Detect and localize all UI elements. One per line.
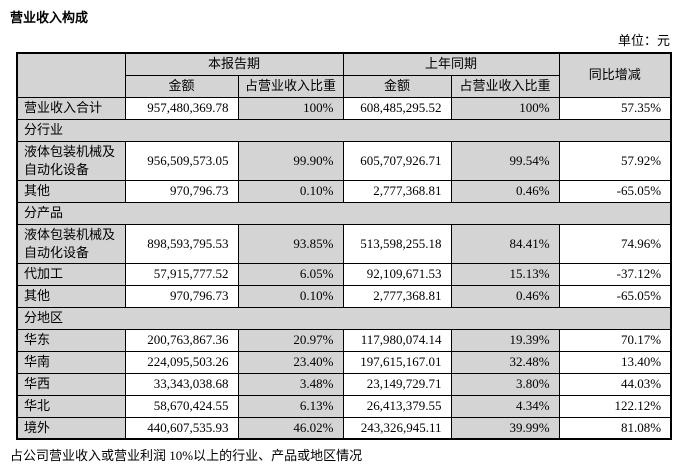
current-proportion: 46.02%	[237, 416, 344, 440]
prior-proportion: 32.48%	[450, 350, 560, 374]
section-label: 分产品	[16, 201, 672, 225]
row-label: 代加工	[16, 262, 126, 286]
yoy-change: 13.40%	[558, 350, 672, 374]
row-label: 液体包装机械及自动化设备	[16, 223, 126, 264]
section-label: 分行业	[16, 118, 672, 142]
prior-amount: 2,777,368.81	[342, 179, 452, 203]
row-label: 液体包装机械及自动化设备	[16, 140, 126, 181]
current-amount: 224,095,503.26	[124, 350, 239, 374]
corner-cell	[16, 52, 126, 98]
current-proportion: 93.85%	[237, 223, 344, 264]
unit-label: 单位：元	[617, 33, 670, 48]
prior-amount: 117,980,074.14	[342, 328, 452, 352]
prior-amount: 608,485,295.52	[342, 96, 452, 120]
table-row: 华南 224,095,503.26 23.40% 197,615,167.01 32.4…	[16, 350, 672, 374]
current-amount: 57,915,777.52	[124, 262, 239, 286]
table-row: 代加工 57,915,777.52 6.05% 92,109,671.53 15.13%…	[16, 262, 672, 286]
yoy-change: 81.08%	[558, 416, 672, 440]
header-proportion-prior: 占营业收入比重	[450, 74, 560, 98]
yoy-change: 122.12%	[558, 394, 672, 418]
current-amount: 970,796.73	[124, 284, 239, 308]
table-row: 华西 33,343,038.68 3.48% 23,149,729.71 3.80% 44…	[16, 372, 672, 396]
table-row: 液体包装机械及自动化设备 956,509,573.05 99.90% 605,707,…	[16, 140, 672, 181]
yoy-change: -37.12%	[558, 262, 672, 286]
section-row: 分行业	[16, 118, 672, 142]
row-label: 其他	[16, 179, 126, 203]
row-label: 华北	[16, 394, 126, 418]
current-amount: 33,343,038.68	[124, 372, 239, 396]
header-current-period: 本报告期	[124, 52, 344, 76]
footnote: 占公司营业收入或营业利润 10%以上的行业、产品或地区情况	[10, 448, 363, 463]
table-row: 境外 440,607,535.93 46.02% 243,326,945.11 39.9…	[16, 416, 672, 440]
current-proportion: 0.10%	[237, 284, 344, 308]
row-label: 华南	[16, 350, 126, 374]
header-row-1: 本报告期 上年同期 同比增减	[16, 52, 672, 98]
current-proportion: 0.10%	[237, 179, 344, 203]
yoy-change: 74.96%	[558, 223, 672, 264]
prior-proportion: 0.46%	[450, 179, 560, 203]
yoy-change: 57.92%	[558, 140, 672, 181]
prior-proportion: 84.41%	[450, 223, 560, 264]
header-prior-period: 上年同期	[342, 52, 560, 76]
prior-amount: 23,149,729.71	[342, 372, 452, 396]
yoy-change: 57.35%	[558, 96, 672, 120]
table-row: 其他 970,796.73 0.10% 2,777,368.81 0.46% -65.05…	[16, 284, 672, 308]
page-title: 营业收入构成	[10, 10, 89, 25]
table-row: 华东 200,763,867.36 20.97% 117,980,074.14 19.3…	[16, 328, 672, 352]
header-proportion-current: 占营业收入比重	[237, 74, 344, 98]
header-row-2: 金额 占营业收入比重 金额 占营业收入比重	[17, 74, 671, 98]
prior-proportion: 19.39%	[450, 328, 560, 352]
section-row: 分产品	[16, 201, 672, 225]
current-proportion: 99.90%	[237, 140, 344, 181]
prior-amount: 26,413,379.55	[342, 394, 452, 418]
prior-proportion: 0.46%	[450, 284, 560, 308]
prior-amount: 605,707,926.71	[342, 140, 452, 181]
current-proportion: 3.48%	[237, 372, 344, 396]
current-proportion: 6.13%	[237, 394, 344, 418]
current-amount: 970,796.73	[124, 179, 239, 203]
prior-proportion: 99.54%	[450, 140, 560, 181]
current-amount: 200,763,867.36	[124, 328, 239, 352]
prior-amount: 243,326,945.11	[342, 416, 452, 440]
row-label: 境外	[16, 416, 126, 440]
current-amount: 440,607,535.93	[124, 416, 239, 440]
current-amount: 957,480,369.78	[124, 96, 239, 120]
yoy-change: 44.03%	[558, 372, 672, 396]
prior-proportion: 4.34%	[450, 394, 560, 418]
section-label: 分地区	[16, 306, 672, 330]
row-label: 华西	[16, 372, 126, 396]
row-label: 营业收入合计	[16, 96, 126, 120]
current-amount: 898,593,795.53	[124, 223, 239, 264]
header-amount-prior: 金额	[342, 74, 452, 98]
table-row: 营业收入合计 957,480,369.78 100% 608,485,295.52 10…	[16, 96, 672, 120]
current-proportion: 23.40%	[237, 350, 344, 374]
prior-proportion: 100%	[450, 96, 560, 120]
header-yoy-change: 同比增减	[558, 52, 672, 98]
table-row: 液体包装机械及自动化设备 898,593,795.53 93.85% 513,598,…	[16, 223, 672, 264]
table-row: 华北 58,670,424.55 6.13% 26,413,379.55 4.34% 12…	[16, 394, 672, 418]
row-label: 华东	[16, 328, 126, 352]
revenue-composition-table: 本报告期 上年同期 同比增减 金额 占营业收入比重 金额 占营业收入比重 营业收…	[16, 52, 673, 440]
prior-proportion: 39.99%	[450, 416, 560, 440]
yoy-change: 70.17%	[558, 328, 672, 352]
yoy-change: -65.05%	[558, 284, 672, 308]
current-amount: 58,670,424.55	[124, 394, 239, 418]
current-amount: 956,509,573.05	[124, 140, 239, 181]
current-proportion: 100%	[237, 96, 344, 120]
prior-amount: 92,109,671.53	[342, 262, 452, 286]
yoy-change: -65.05%	[558, 179, 672, 203]
prior-amount: 197,615,167.01	[342, 350, 452, 374]
table-row: 其他 970,796.73 0.10% 2,777,368.81 0.46% -65.05…	[16, 179, 672, 203]
prior-proportion: 3.80%	[450, 372, 560, 396]
prior-amount: 513,598,255.18	[342, 223, 452, 264]
section-row: 分地区	[16, 306, 672, 330]
row-label: 其他	[16, 284, 126, 308]
prior-amount: 2,777,368.81	[342, 284, 452, 308]
prior-proportion: 15.13%	[450, 262, 560, 286]
header-amount-current: 金额	[124, 74, 239, 98]
current-proportion: 20.97%	[237, 328, 344, 352]
current-proportion: 6.05%	[237, 262, 344, 286]
